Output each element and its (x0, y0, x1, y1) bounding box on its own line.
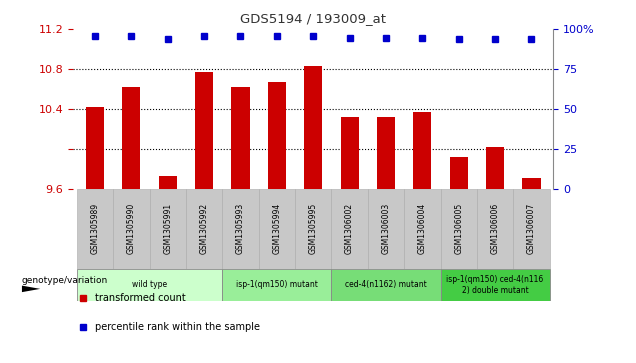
Text: GSM1305995: GSM1305995 (308, 203, 318, 254)
Bar (441, 269, 550, 301)
Bar (304, 66, 322, 189)
Bar (86, 107, 104, 189)
Bar (223, 189, 259, 269)
Text: GSM1306007: GSM1306007 (527, 203, 536, 254)
Text: GSM1306006: GSM1306006 (490, 203, 500, 254)
Text: ced-4(n1162) mutant: ced-4(n1162) mutant (345, 281, 427, 289)
Bar (404, 189, 441, 269)
Text: wild type: wild type (132, 281, 167, 289)
Text: isp-1(qm150) mutant: isp-1(qm150) mutant (236, 281, 318, 289)
Bar (450, 157, 468, 189)
Bar (122, 87, 141, 189)
Bar (413, 112, 431, 189)
Text: GSM1305994: GSM1305994 (272, 203, 281, 254)
Bar (195, 72, 213, 189)
Bar (441, 189, 477, 269)
Bar (158, 176, 177, 189)
Bar (268, 82, 286, 189)
Text: GSM1305992: GSM1305992 (200, 203, 209, 254)
Bar (77, 269, 223, 301)
Text: GSM1306004: GSM1306004 (418, 203, 427, 254)
Text: genotype/variation: genotype/variation (22, 276, 108, 285)
Bar (513, 189, 550, 269)
Bar (486, 147, 504, 189)
Text: transformed count: transformed count (95, 293, 186, 303)
Text: isp-1(qm150) ced-4(n116
2) double mutant: isp-1(qm150) ced-4(n116 2) double mutant (446, 275, 544, 295)
Text: GSM1306005: GSM1306005 (454, 203, 463, 254)
Bar (259, 189, 295, 269)
Bar (149, 189, 186, 269)
Text: percentile rank within the sample: percentile rank within the sample (95, 322, 260, 331)
Bar (377, 117, 395, 189)
Bar (223, 269, 331, 301)
Bar (113, 189, 149, 269)
Text: GSM1305990: GSM1305990 (127, 203, 136, 254)
Text: GSM1306002: GSM1306002 (345, 203, 354, 254)
Bar (340, 117, 359, 189)
Bar (331, 189, 368, 269)
Title: GDS5194 / 193009_at: GDS5194 / 193009_at (240, 12, 386, 25)
Bar (368, 189, 404, 269)
Bar (232, 87, 249, 189)
Bar (295, 189, 331, 269)
Text: GSM1305993: GSM1305993 (236, 203, 245, 254)
Polygon shape (22, 286, 40, 292)
Bar (331, 269, 441, 301)
Text: GSM1305989: GSM1305989 (90, 203, 99, 254)
Text: GSM1306003: GSM1306003 (382, 203, 391, 254)
Bar (477, 189, 513, 269)
Text: GSM1305991: GSM1305991 (163, 203, 172, 254)
Bar (522, 178, 541, 189)
Bar (77, 189, 113, 269)
Bar (186, 189, 223, 269)
